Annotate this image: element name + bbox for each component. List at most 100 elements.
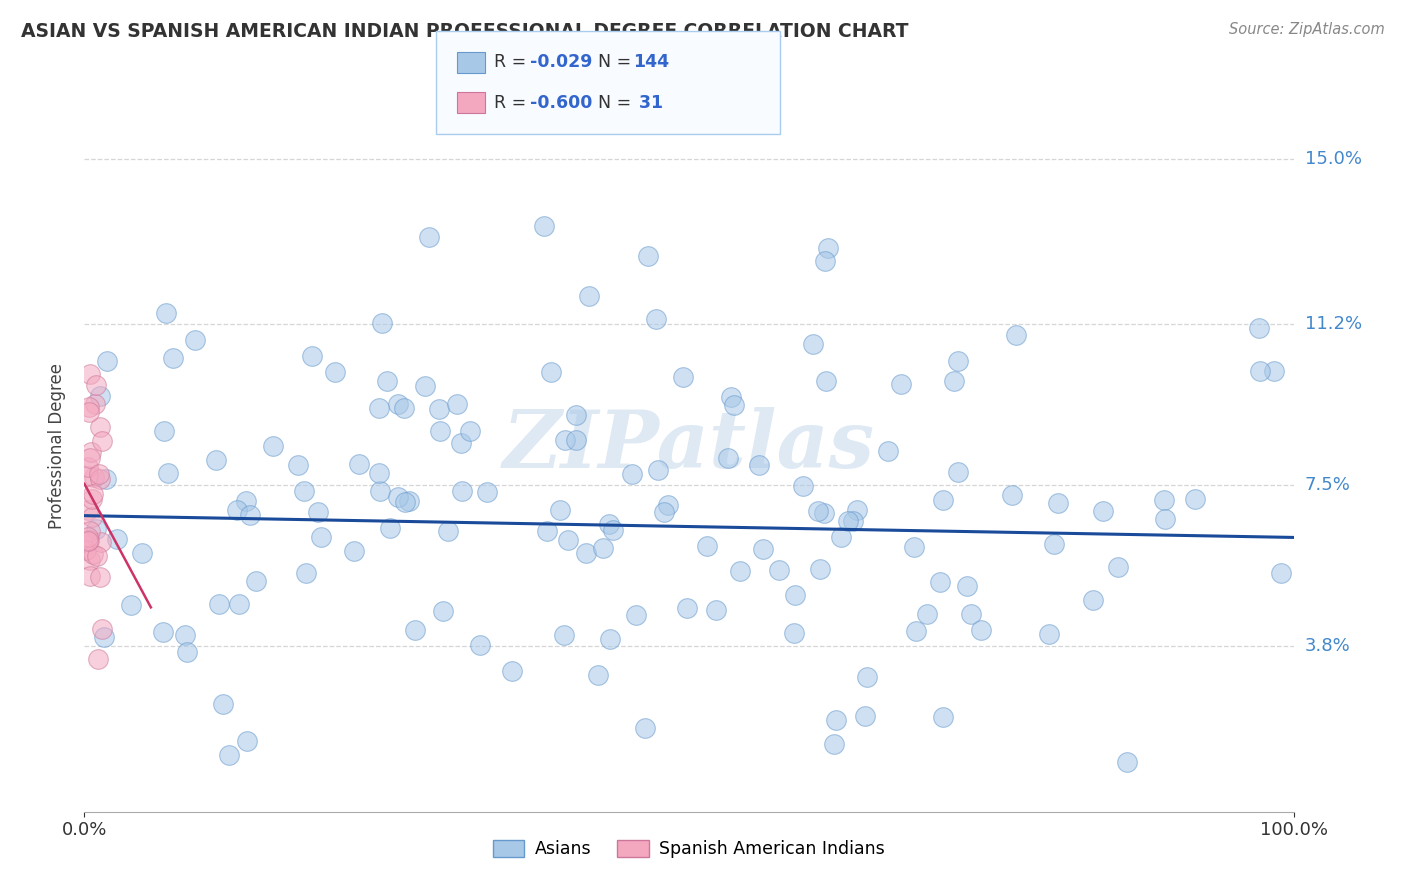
Point xyxy=(823,737,845,751)
Point xyxy=(371,316,394,330)
Point xyxy=(730,565,752,579)
Text: Source: ZipAtlas.com: Source: ZipAtlas.com xyxy=(1229,22,1385,37)
Point xyxy=(157,466,180,480)
Point xyxy=(814,374,837,388)
Text: N =: N = xyxy=(598,94,637,112)
Text: R =: R = xyxy=(494,54,531,71)
Point xyxy=(657,498,679,512)
Point xyxy=(672,369,695,384)
Point xyxy=(792,479,814,493)
Point xyxy=(578,289,600,303)
Text: 11.2%: 11.2% xyxy=(1305,315,1362,333)
Point xyxy=(853,708,876,723)
Point xyxy=(557,533,579,547)
Point xyxy=(418,230,440,244)
Point xyxy=(79,524,101,538)
Point xyxy=(205,453,228,467)
Point xyxy=(84,397,107,411)
Point xyxy=(752,542,775,557)
Point xyxy=(79,367,101,381)
Point xyxy=(307,505,329,519)
Point xyxy=(93,631,115,645)
Point xyxy=(817,241,839,255)
Y-axis label: Professional Degree: Professional Degree xyxy=(48,363,66,529)
Point xyxy=(1038,626,1060,640)
Point xyxy=(84,378,107,392)
Point xyxy=(368,466,391,480)
Point xyxy=(153,425,176,439)
Point xyxy=(349,457,371,471)
Point xyxy=(468,638,491,652)
Point xyxy=(768,563,790,577)
Point xyxy=(77,400,100,414)
Text: 3.8%: 3.8% xyxy=(1305,637,1350,656)
Point xyxy=(647,463,669,477)
Point xyxy=(446,397,468,411)
Point xyxy=(929,574,952,589)
Text: -0.029: -0.029 xyxy=(530,54,592,71)
Point xyxy=(1046,496,1069,510)
Point xyxy=(602,524,624,538)
Point xyxy=(946,354,969,368)
Point xyxy=(1081,592,1104,607)
Point xyxy=(245,574,267,588)
Point xyxy=(748,458,770,472)
Point xyxy=(76,534,98,549)
Point xyxy=(155,306,177,320)
Point xyxy=(89,419,111,434)
Point xyxy=(554,433,576,447)
Point xyxy=(94,472,117,486)
Point xyxy=(676,601,699,615)
Point xyxy=(404,624,426,638)
Point xyxy=(176,645,198,659)
Point xyxy=(931,493,953,508)
Point xyxy=(368,484,391,499)
Point xyxy=(368,401,391,416)
Point xyxy=(808,561,831,575)
Point xyxy=(82,510,104,524)
Point xyxy=(706,603,728,617)
Point xyxy=(624,607,647,622)
Point xyxy=(239,508,262,523)
Point xyxy=(91,622,114,636)
Point xyxy=(1153,492,1175,507)
Point xyxy=(236,734,259,748)
Point xyxy=(77,404,100,418)
Point xyxy=(301,349,323,363)
Point xyxy=(82,547,104,561)
Point xyxy=(586,667,609,681)
Point xyxy=(856,670,879,684)
Text: ASIAN VS SPANISH AMERICAN INDIAN PROFESSIONAL DEGREE CORRELATION CHART: ASIAN VS SPANISH AMERICAN INDIAN PROFESS… xyxy=(21,22,908,41)
Point xyxy=(89,467,111,482)
Point xyxy=(212,697,235,711)
Point xyxy=(876,444,898,458)
Point xyxy=(86,522,108,536)
Point xyxy=(96,353,118,368)
Point xyxy=(565,408,588,422)
Point xyxy=(723,398,745,412)
Point xyxy=(654,505,676,519)
Text: R =: R = xyxy=(494,94,531,112)
Point xyxy=(90,434,112,448)
Point xyxy=(1249,363,1271,377)
Point xyxy=(86,549,108,564)
Text: 31: 31 xyxy=(633,94,662,112)
Point xyxy=(813,506,835,520)
Point xyxy=(536,524,558,538)
Point xyxy=(501,665,523,679)
Point xyxy=(565,433,588,447)
Point xyxy=(807,504,830,518)
Point xyxy=(90,535,112,549)
Point xyxy=(599,632,621,646)
Point xyxy=(592,541,614,555)
Text: ZIPatlas: ZIPatlas xyxy=(503,408,875,484)
Point xyxy=(960,607,983,621)
Point xyxy=(841,515,863,529)
Point xyxy=(783,626,806,640)
Point xyxy=(1184,492,1206,507)
Point xyxy=(1107,559,1129,574)
Point xyxy=(1043,537,1066,551)
Point xyxy=(208,597,231,611)
Point xyxy=(450,436,472,450)
Point xyxy=(717,451,740,466)
